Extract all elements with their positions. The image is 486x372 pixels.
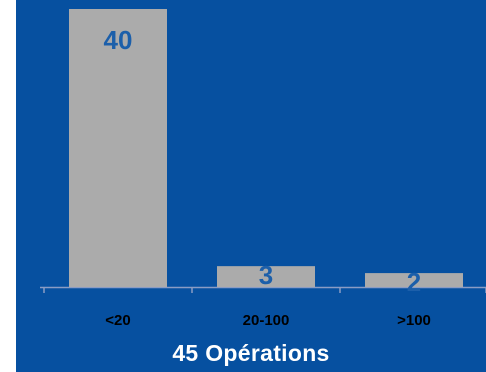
- x-tick-label-2: 20-100: [243, 312, 290, 329]
- bar-2: [217, 266, 315, 287]
- bar-3: [365, 273, 463, 287]
- chart-caption: 45 Opérations: [172, 340, 330, 366]
- data-label-1: 40: [104, 25, 133, 55]
- x-tick-label-3: >100: [397, 312, 431, 329]
- data-label-2: 3: [259, 260, 273, 290]
- x-tick-label-1: <20: [105, 312, 130, 329]
- bar-1: [69, 9, 167, 287]
- data-label-3: 2: [407, 267, 421, 297]
